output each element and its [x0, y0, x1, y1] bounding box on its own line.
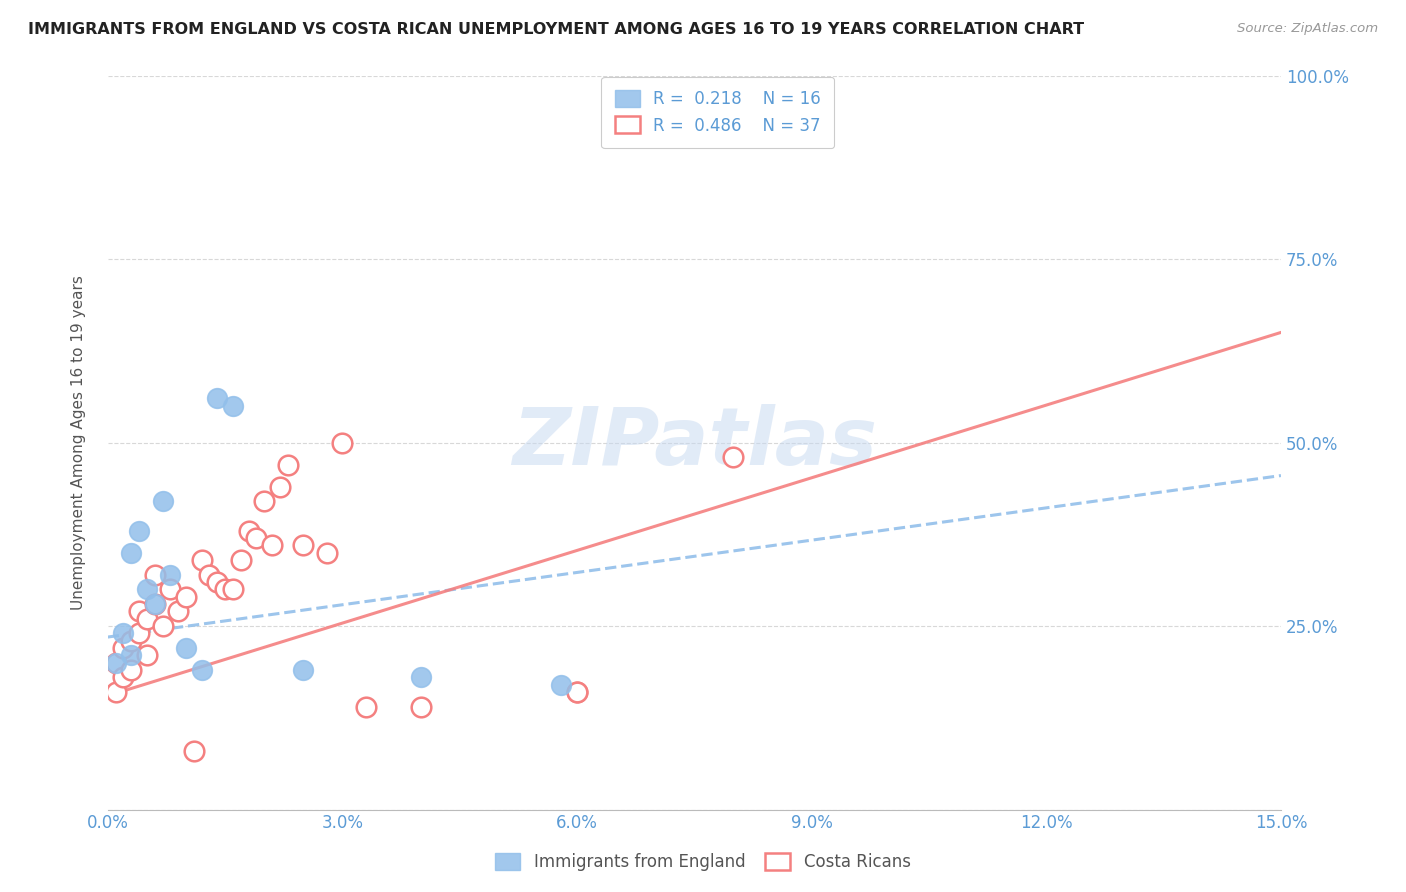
- Point: [120, 648, 142, 663]
- Point: [354, 699, 377, 714]
- Point: [128, 626, 150, 640]
- Point: [238, 524, 260, 538]
- Point: [135, 582, 157, 597]
- Point: [409, 699, 432, 714]
- Point: [104, 656, 127, 670]
- Point: [550, 678, 572, 692]
- Point: [190, 553, 212, 567]
- Point: [174, 590, 197, 604]
- Point: [167, 604, 190, 618]
- Point: [253, 494, 276, 508]
- Text: Source: ZipAtlas.com: Source: ZipAtlas.com: [1237, 22, 1378, 36]
- Point: [214, 582, 236, 597]
- Point: [112, 626, 135, 640]
- Point: [292, 538, 315, 552]
- Point: [128, 604, 150, 618]
- Point: [120, 546, 142, 560]
- Point: [409, 670, 432, 684]
- Point: [292, 663, 315, 677]
- Point: [112, 670, 135, 684]
- Point: [198, 567, 221, 582]
- Point: [222, 399, 245, 413]
- Point: [120, 663, 142, 677]
- Point: [152, 619, 174, 633]
- Point: [190, 663, 212, 677]
- Point: [159, 582, 181, 597]
- Point: [143, 597, 166, 611]
- Point: [143, 567, 166, 582]
- Legend: R =  0.218    N = 16, R =  0.486    N = 37: R = 0.218 N = 16, R = 0.486 N = 37: [602, 77, 834, 148]
- Point: [159, 567, 181, 582]
- Point: [260, 538, 283, 552]
- Point: [152, 494, 174, 508]
- Point: [112, 641, 135, 656]
- Point: [120, 633, 142, 648]
- Point: [565, 685, 588, 699]
- Point: [207, 574, 229, 589]
- Point: [723, 450, 745, 465]
- Point: [315, 546, 337, 560]
- Text: IMMIGRANTS FROM ENGLAND VS COSTA RICAN UNEMPLOYMENT AMONG AGES 16 TO 19 YEARS CO: IMMIGRANTS FROM ENGLAND VS COSTA RICAN U…: [28, 22, 1084, 37]
- Point: [565, 685, 588, 699]
- Point: [269, 479, 291, 493]
- Legend: Immigrants from England, Costa Ricans: Immigrants from England, Costa Ricans: [486, 845, 920, 880]
- Point: [207, 392, 229, 406]
- Point: [332, 435, 354, 450]
- Point: [135, 648, 157, 663]
- Point: [277, 458, 299, 472]
- Point: [104, 685, 127, 699]
- Point: [143, 597, 166, 611]
- Point: [104, 656, 127, 670]
- Point: [174, 641, 197, 656]
- Y-axis label: Unemployment Among Ages 16 to 19 years: Unemployment Among Ages 16 to 19 years: [72, 275, 86, 610]
- Point: [222, 582, 245, 597]
- Point: [128, 524, 150, 538]
- Point: [245, 531, 267, 545]
- Text: ZIPatlas: ZIPatlas: [512, 403, 877, 482]
- Point: [229, 553, 252, 567]
- Point: [135, 612, 157, 626]
- Point: [183, 744, 205, 758]
